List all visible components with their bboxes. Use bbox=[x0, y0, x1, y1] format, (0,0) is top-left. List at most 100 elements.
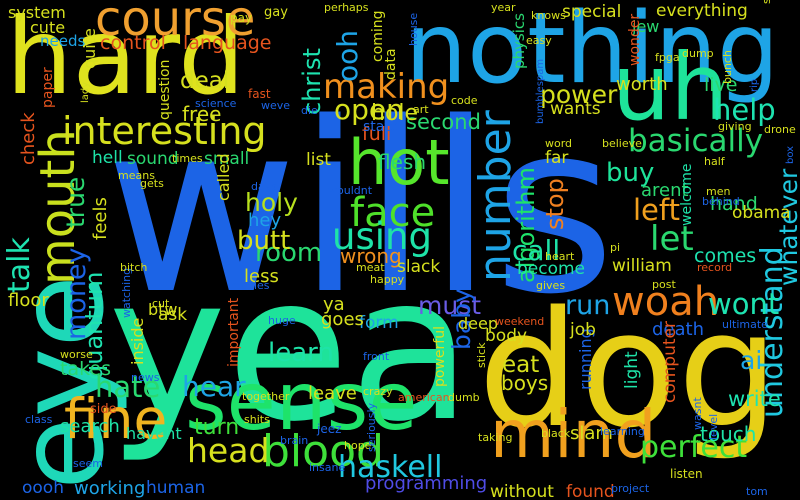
word-seriously: seriously bbox=[365, 402, 378, 452]
word-slack: slack bbox=[397, 257, 441, 277]
word-pi: pi bbox=[610, 241, 621, 254]
word-dumb: dumb bbox=[448, 391, 480, 404]
word-news: news bbox=[131, 371, 160, 384]
word-hate: hate bbox=[95, 370, 161, 404]
word-arent: arent bbox=[641, 180, 689, 201]
word-left: left bbox=[633, 193, 680, 227]
word-wrong: wrong bbox=[340, 244, 402, 268]
word-holy: holy bbox=[245, 188, 298, 217]
word-yea: yea bbox=[108, 233, 472, 466]
word-goes: goes bbox=[321, 309, 364, 330]
word-perfect: perfect bbox=[640, 430, 748, 465]
word-needs: needs bbox=[40, 32, 86, 50]
word-pay: pay bbox=[230, 11, 253, 25]
word-ai: ai bbox=[740, 346, 763, 375]
word-basically: basically bbox=[628, 123, 764, 159]
word-side: side bbox=[90, 402, 117, 417]
word-times: times bbox=[172, 152, 203, 165]
word-fpga: fpga bbox=[655, 51, 680, 64]
word-search: search bbox=[60, 416, 120, 437]
word-let: let bbox=[650, 219, 694, 259]
word-small: small bbox=[204, 149, 250, 169]
word-far: far bbox=[545, 148, 569, 168]
word-giving: giving bbox=[718, 120, 752, 133]
word-coming: coming bbox=[370, 10, 386, 62]
word-control: control bbox=[100, 32, 166, 54]
word-buy: buy bbox=[606, 158, 655, 188]
word-american: american bbox=[398, 391, 450, 404]
word-paper: paper bbox=[40, 67, 56, 108]
word-wasnt: wasnt bbox=[691, 397, 704, 430]
word-open: open bbox=[334, 93, 404, 126]
word-ooh: ooh bbox=[331, 29, 364, 82]
word-dump: dump bbox=[682, 47, 714, 60]
word-ask: ask bbox=[158, 305, 188, 325]
word-hell: hell bbox=[92, 148, 123, 168]
word-hope: hope bbox=[344, 439, 372, 452]
word-mind: mind bbox=[490, 396, 657, 473]
word-state: state bbox=[363, 119, 399, 135]
word-code: code bbox=[451, 94, 478, 107]
word-head: head bbox=[187, 431, 270, 470]
word-leave: leave bbox=[308, 383, 357, 404]
word-making: making bbox=[323, 67, 450, 107]
word-taking: taking bbox=[478, 431, 513, 444]
word-huge: huge bbox=[268, 314, 296, 327]
word-hole: hole bbox=[371, 101, 419, 126]
word-hand: hand bbox=[710, 193, 758, 215]
word-list: list bbox=[306, 150, 331, 170]
word-worse: worse bbox=[60, 348, 93, 361]
word-wont: wont bbox=[708, 287, 780, 321]
word-learning: learning bbox=[600, 425, 645, 438]
word-deep: deep bbox=[458, 314, 498, 333]
word-art: art bbox=[413, 103, 429, 116]
word-gives: gives bbox=[536, 279, 566, 292]
word-slam: slam bbox=[570, 423, 613, 444]
word-hey: hey bbox=[248, 210, 282, 231]
word-wills: wills bbox=[105, 73, 616, 346]
word-hot: hot bbox=[348, 126, 450, 199]
word-touch: touch bbox=[700, 422, 757, 446]
word-project: project bbox=[611, 482, 650, 495]
word-without: without bbox=[490, 482, 554, 500]
word-whatever: whatever bbox=[774, 168, 800, 286]
word-learn: learn bbox=[268, 338, 334, 368]
word-inside: inside bbox=[128, 317, 147, 365]
word-house: house bbox=[407, 12, 420, 46]
word-sense: sense bbox=[185, 355, 418, 448]
word-simple: simple bbox=[760, 0, 773, 4]
word-meat: meat bbox=[356, 261, 385, 274]
word-level: level bbox=[707, 413, 720, 440]
word-weekend: weekend bbox=[495, 315, 545, 328]
word-full: full bbox=[362, 123, 392, 145]
word-cute: cute bbox=[30, 18, 66, 37]
word-bumblespam: bumblespam bbox=[535, 58, 546, 124]
word-class: class bbox=[25, 413, 53, 426]
word-men: men bbox=[706, 185, 731, 198]
word-job: job bbox=[570, 320, 596, 340]
word-live: live bbox=[704, 74, 738, 96]
word-behind: behind bbox=[702, 195, 740, 208]
word-stop: stop bbox=[541, 178, 569, 230]
word-deal: deal bbox=[180, 68, 230, 94]
word-call: call bbox=[512, 234, 561, 267]
word-worth: worth bbox=[616, 74, 668, 95]
word-william: william bbox=[612, 256, 672, 276]
word-believe: believe bbox=[602, 137, 642, 150]
word-special: special bbox=[562, 2, 622, 22]
word-question: question bbox=[157, 59, 173, 120]
word-half: half bbox=[704, 155, 725, 168]
word-listen: listen bbox=[670, 467, 703, 481]
word-wonder: wonder bbox=[627, 13, 643, 66]
word-body: body bbox=[485, 326, 528, 346]
word-dog: dog bbox=[478, 276, 780, 463]
word-means: means bbox=[118, 169, 155, 182]
word-jeez: jeez bbox=[317, 422, 342, 436]
word-brain: brain bbox=[280, 434, 309, 447]
word-must: must bbox=[418, 291, 482, 320]
word-oooh: oooh bbox=[22, 478, 64, 498]
word-happy: happy bbox=[370, 273, 405, 286]
word-die: die bbox=[301, 104, 318, 117]
word-knows: knows bbox=[531, 9, 566, 22]
